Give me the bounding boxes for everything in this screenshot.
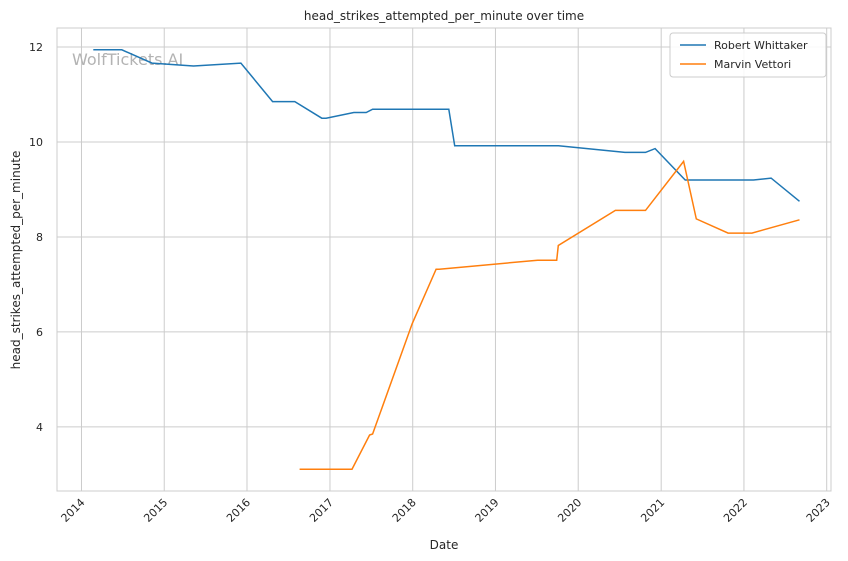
y-tick-label: 8 (36, 231, 43, 244)
x-axis-label: Date (430, 538, 459, 552)
y-tick-label: 4 (36, 421, 43, 434)
series-line (299, 159, 800, 470)
legend-label: Marvin Vettori (714, 58, 791, 71)
legend-box (669, 32, 827, 78)
watermark: WolfTickets.AI (72, 50, 183, 69)
chart-title: head_strikes_attempted_per_minute over t… (304, 9, 584, 23)
y-tick-label: 10 (29, 136, 43, 149)
y-tick-label: 12 (29, 41, 43, 54)
series-line (93, 49, 800, 202)
legend: Robert Whittaker Marvin Vettori (669, 32, 827, 78)
series-lines (93, 49, 800, 470)
y-tick-labels: 4 6 8 10 12 (29, 41, 43, 434)
y-tick-label: 6 (36, 326, 43, 339)
legend-label: Robert Whittaker (714, 39, 808, 52)
plot-frame (56, 27, 832, 492)
y-axis-label: head_strikes_attempted_per_minute (9, 151, 23, 370)
grid (57, 28, 831, 491)
